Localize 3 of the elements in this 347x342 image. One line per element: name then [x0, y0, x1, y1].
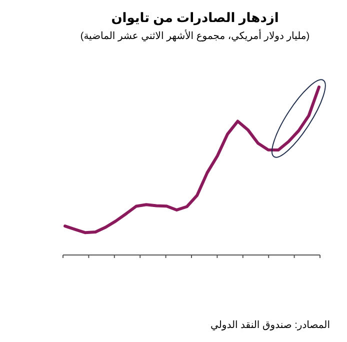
title: ازدهار الصادرات من تايوان	[111, 10, 279, 25]
annotation: المصادر: صندوق النقد الدولي	[210, 320, 330, 331]
subtitle: (مليار دولار أمريكي، مجموع الأشهر الاثني عشر الماضية)	[80, 31, 310, 42]
